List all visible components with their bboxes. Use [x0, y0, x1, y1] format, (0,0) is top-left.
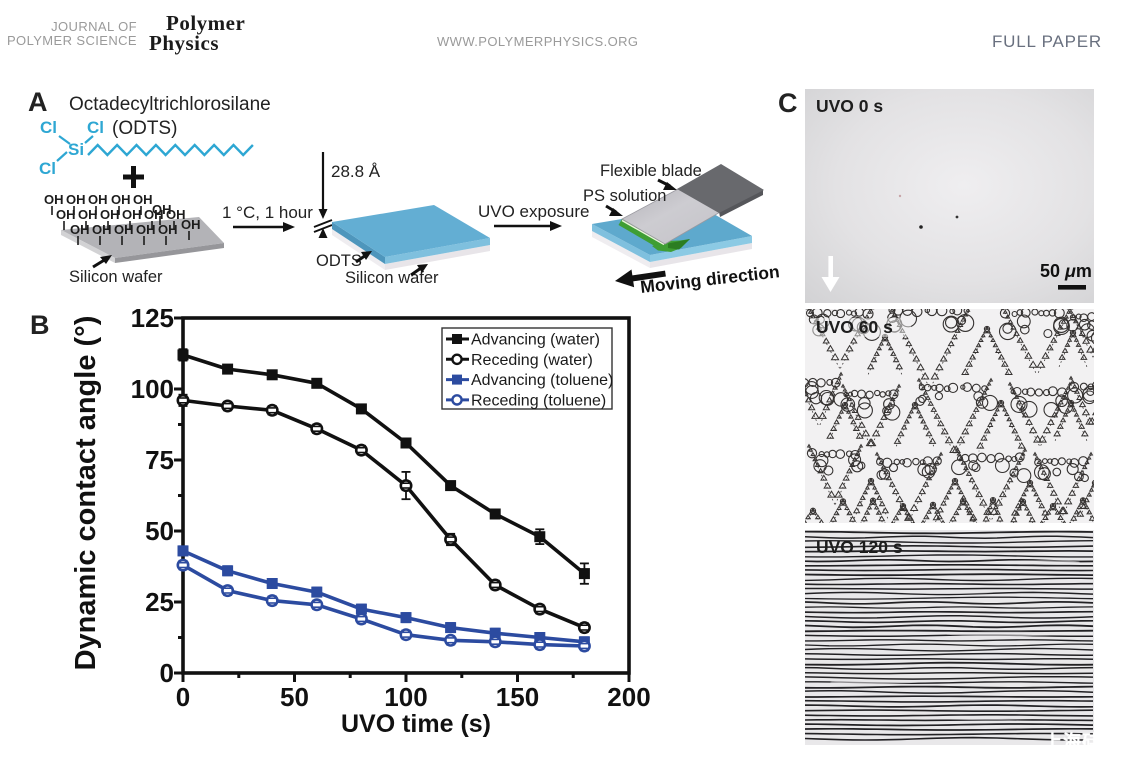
svg-text:OH: OH — [44, 192, 64, 207]
svg-text:C: C — [778, 88, 798, 118]
svg-text:Dynamic contact angle (°): Dynamic contact angle (°) — [70, 316, 102, 671]
svg-text:OH: OH — [111, 192, 131, 207]
svg-text:ODTS: ODTS — [316, 252, 362, 270]
svg-text:PS solution: PS solution — [583, 187, 666, 205]
svg-text:150: 150 — [496, 682, 539, 712]
svg-text:OH: OH — [56, 207, 76, 222]
svg-text:UVO 60 s: UVO 60 s — [816, 317, 893, 337]
svg-text:50: 50 — [145, 516, 174, 546]
svg-text:Advancing (water): Advancing (water) — [471, 332, 600, 349]
svg-text:Advancing (toluene): Advancing (toluene) — [471, 372, 613, 389]
svg-text:OH: OH — [133, 192, 153, 207]
svg-text:Cl: Cl — [39, 159, 56, 178]
svg-text:(ODTS): (ODTS) — [112, 118, 177, 139]
svg-text:0: 0 — [176, 682, 190, 712]
svg-text:OH: OH — [114, 222, 134, 237]
svg-text:OH: OH — [100, 207, 120, 222]
svg-text:OH: OH — [152, 202, 172, 217]
svg-text:200: 200 — [607, 682, 650, 712]
svg-text:UVO exposure: UVO exposure — [478, 202, 590, 221]
svg-text:25: 25 — [145, 587, 174, 617]
svg-text:1 °C, 1 hour: 1 °C, 1 hour — [222, 203, 313, 222]
svg-text:125: 125 — [131, 303, 174, 333]
svg-text:0: 0 — [160, 658, 174, 688]
svg-text:B: B — [30, 310, 50, 340]
svg-text:28.8 Å: 28.8 Å — [331, 162, 381, 181]
svg-text:OH: OH — [166, 207, 186, 222]
svg-text:75: 75 — [145, 445, 174, 475]
svg-text:UVO 120 s: UVO 120 s — [816, 537, 903, 557]
svg-text:OH: OH — [144, 207, 164, 222]
svg-text:Moving direction: Moving direction — [639, 261, 780, 297]
svg-text:Cl: Cl — [87, 118, 104, 137]
svg-text:OH: OH — [66, 192, 86, 207]
svg-text:100: 100 — [131, 374, 174, 404]
svg-text:OH: OH — [70, 222, 90, 237]
svg-text:A: A — [28, 87, 48, 117]
svg-text:50: 50 — [280, 682, 309, 712]
svg-text:50 μm: 50 μm — [1040, 261, 1092, 281]
svg-text:OH: OH — [92, 222, 112, 237]
svg-text:Silicon wafer: Silicon wafer — [345, 269, 439, 287]
svg-text:OH: OH — [88, 192, 108, 207]
svg-text:Octadecyltrichlorosilane: Octadecyltrichlorosilane — [69, 94, 271, 115]
svg-text:Receding (water): Receding (water) — [471, 352, 593, 369]
svg-text:Cl: Cl — [40, 118, 57, 137]
svg-text:Flexible blade: Flexible blade — [600, 162, 702, 180]
svg-text:OH: OH — [78, 207, 98, 222]
svg-text:OH: OH — [158, 222, 178, 237]
svg-text:OH: OH — [122, 207, 142, 222]
svg-text:UVO 0 s: UVO 0 s — [816, 96, 883, 116]
svg-text:Receding (toluene): Receding (toluene) — [471, 392, 606, 409]
svg-text:UVO time (s): UVO time (s) — [341, 710, 491, 738]
svg-text:OH: OH — [136, 222, 156, 237]
svg-text:Si: Si — [68, 140, 84, 159]
svg-text:100: 100 — [384, 682, 427, 712]
svg-text:Silicon wafer: Silicon wafer — [69, 268, 163, 286]
svg-text:OH: OH — [181, 217, 201, 232]
